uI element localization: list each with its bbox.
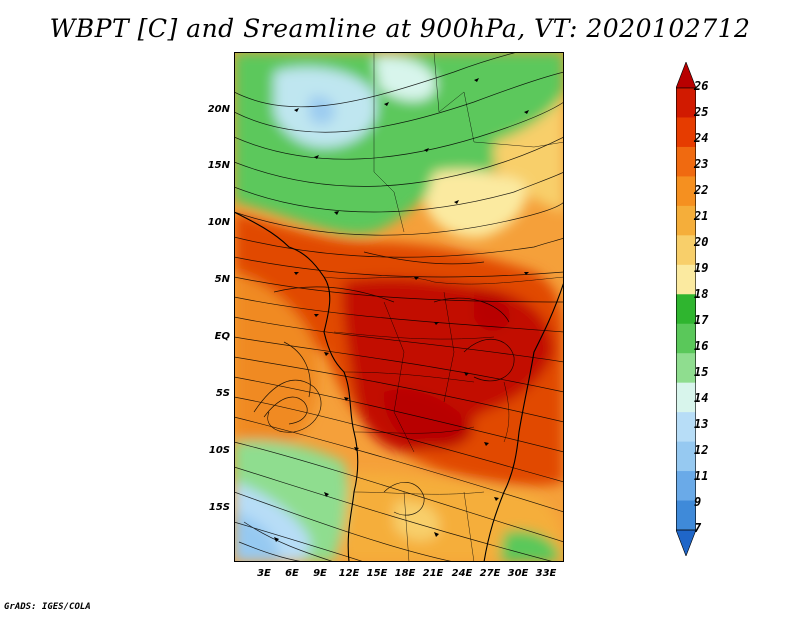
colorbar-segment — [676, 176, 696, 207]
x-tick-label: 9E — [313, 568, 327, 579]
x-tick-label: 18E — [394, 568, 416, 579]
colorbar-label: 7 — [694, 521, 702, 535]
x-tick-label: 21E — [422, 568, 444, 579]
colorbar-segment — [676, 412, 696, 443]
colorbar-cap-bottom — [676, 529, 696, 556]
credit-text: GrADS: IGES/COLA — [4, 602, 91, 612]
streamline-arrows — [274, 78, 529, 542]
x-tick-label: 27E — [479, 568, 501, 579]
colorbar-label: 19 — [694, 261, 709, 275]
colorbar-label: 13 — [694, 417, 709, 431]
colorbar-segment — [676, 117, 696, 148]
y-tick-label: 10N — [207, 217, 230, 228]
zone-green-se — [499, 530, 559, 562]
x-tick-label: 6E — [285, 568, 299, 579]
zone-pale-north — [374, 56, 436, 102]
zone-paleyellow-ne — [424, 169, 527, 238]
colorbar-label: 22 — [694, 183, 709, 197]
colorbar-segment — [676, 353, 696, 384]
colorbar-segment — [676, 88, 696, 118]
y-tick-label: 10S — [208, 445, 230, 456]
colorbar-label: 21 — [694, 209, 709, 223]
colorbar-segment — [676, 441, 696, 472]
colorbar-label: 24 — [694, 131, 709, 145]
y-tick-label: 5N — [214, 274, 230, 285]
x-tick-label: 24E — [451, 568, 473, 579]
colorbar-outline — [676, 87, 696, 531]
x-tick-label: 30E — [507, 568, 529, 579]
y-tick-label: 15S — [208, 502, 230, 513]
colorbar-label: 26 — [694, 79, 709, 93]
colorbar-label: 17 — [694, 313, 709, 327]
colorbar-segment — [676, 323, 696, 354]
colorbar-label: 25 — [694, 105, 709, 119]
colorbar-label: 11 — [694, 469, 709, 483]
colorbar-segment — [676, 235, 696, 266]
colorbar-label: 15 — [694, 365, 709, 379]
colorbar-label: 12 — [694, 443, 709, 457]
colorbar-segment — [676, 264, 696, 295]
colorbar-segment — [676, 294, 696, 325]
zone-blue2-sw — [234, 512, 279, 562]
colorbar-label: 14 — [694, 391, 709, 405]
zone-cold-north — [309, 95, 335, 125]
colorbar-label: 23 — [694, 157, 709, 171]
colorbar-label: 16 — [694, 339, 709, 353]
colorbar-segment — [676, 146, 696, 177]
colorbar-label: 9 — [694, 495, 702, 509]
chart-title: WBPT [C] and Sreamline at 900hPa, VT: 20… — [49, 14, 751, 43]
x-tick-label: 3E — [257, 568, 271, 579]
colorbar-segment — [676, 205, 696, 236]
y-tick-label: 15N — [207, 160, 230, 171]
colorbar-segment — [676, 471, 696, 502]
colorbar-label: 18 — [694, 287, 709, 301]
wbpt-field-svg — [234, 52, 564, 562]
borders — [323, 52, 564, 562]
colorbar-segment — [676, 382, 696, 413]
x-tick-label: 15E — [366, 568, 388, 579]
y-tick-label: 20N — [207, 104, 230, 115]
x-tick-label: 33E — [535, 568, 557, 579]
colorbar-segment — [676, 500, 696, 531]
colorbar-cap-top — [676, 62, 696, 89]
wbpt-map — [234, 52, 564, 562]
x-tick-label: 12E — [338, 568, 360, 579]
colorbar — [676, 62, 696, 556]
colorbar-label: 20 — [694, 235, 709, 249]
y-tick-label: 5S — [215, 388, 230, 399]
y-tick-label: EQ — [214, 331, 230, 342]
streamlines — [234, 52, 564, 562]
